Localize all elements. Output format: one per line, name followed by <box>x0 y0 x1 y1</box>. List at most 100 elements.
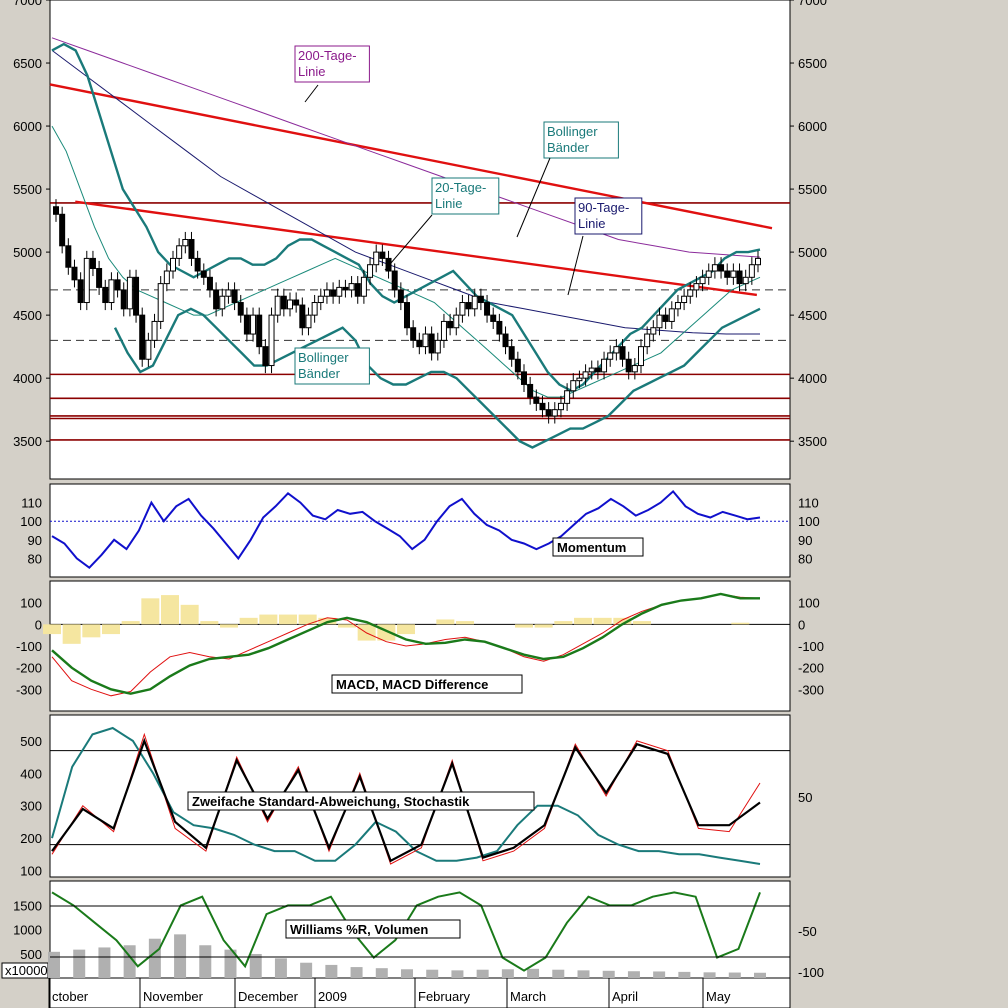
candle-body <box>163 270 170 285</box>
volume-tick-left: 500 <box>20 947 42 962</box>
volume-bar <box>325 964 338 978</box>
momentum-title-box <box>552 537 644 557</box>
candle-body <box>477 295 484 304</box>
volume-bar <box>401 969 413 978</box>
momentum-tick-left: 90 <box>28 533 42 548</box>
momentum-tick-right: 80 <box>798 551 812 566</box>
price-tick-right: 6000 <box>798 119 827 134</box>
annotation-box <box>294 347 370 385</box>
price-tick-left: 7000 <box>13 0 42 8</box>
candle-body <box>126 276 133 310</box>
candle-body <box>133 276 140 316</box>
candle-body <box>588 367 595 373</box>
candle-body <box>650 327 657 335</box>
candle-body <box>465 302 472 310</box>
macd-title-box <box>331 674 523 694</box>
volume-bar <box>249 953 262 978</box>
macd-difference-bar <box>515 624 533 628</box>
volume-bar <box>703 972 716 978</box>
annotation-line-1: Bollinger <box>298 350 349 365</box>
annotation-box <box>543 121 619 159</box>
candle-body <box>200 270 207 278</box>
candle-body <box>108 279 115 304</box>
candle-body <box>176 245 183 259</box>
candle-body <box>638 346 644 367</box>
annotation-line-2: Linie <box>578 216 605 231</box>
trend-line <box>75 200 758 297</box>
macd-difference-bar <box>554 621 573 625</box>
macd-difference-bar <box>574 617 592 625</box>
macd-difference-bar <box>161 595 179 625</box>
volume-bar <box>48 951 60 978</box>
momentum-tick-right: 110 <box>798 496 819 511</box>
candle-body <box>311 302 318 316</box>
volume-tick-left: 1500 <box>13 898 42 913</box>
candle-body <box>471 295 478 310</box>
month-label: February <box>418 989 471 1004</box>
candle-body <box>243 314 250 335</box>
candle-body <box>391 270 398 291</box>
candle-body <box>336 286 343 297</box>
volume-bar <box>123 945 136 978</box>
candle-body <box>83 257 90 304</box>
annotation-box <box>294 45 370 83</box>
candle-body <box>564 390 571 404</box>
price-tick-left: 5000 <box>13 245 42 260</box>
macd-difference-bar <box>220 624 238 628</box>
stochastic-tick-left: 200 <box>20 831 42 846</box>
candle-body <box>219 295 226 310</box>
candle-body <box>422 333 429 348</box>
candle-body <box>182 239 189 247</box>
price-tick-right: 5000 <box>798 245 827 260</box>
macd-tick-left: -300 <box>16 682 42 697</box>
candle-body <box>102 286 109 304</box>
williams-tick-right: -50 <box>798 924 817 939</box>
momentum-tick-left: 80 <box>28 551 42 566</box>
candle-body <box>151 320 158 341</box>
month-label: March <box>510 989 546 1004</box>
volume-bar <box>476 969 489 978</box>
candle-body <box>508 346 515 360</box>
annotation-pointer <box>304 84 319 103</box>
volume-bar <box>98 947 111 978</box>
candle-body <box>674 302 681 310</box>
candle-body <box>557 402 564 411</box>
macd-difference-bar <box>141 598 160 625</box>
annotation-line-2: Linie <box>435 196 462 211</box>
macd-difference-bar <box>436 619 455 625</box>
candle-body <box>527 383 534 398</box>
volume-scale-label: x10000 <box>5 963 48 978</box>
candle-body <box>644 333 651 348</box>
volume-bars <box>48 934 766 978</box>
volume-bar <box>552 969 565 978</box>
macd-difference-bar <box>102 624 120 635</box>
price-tick-left: 3500 <box>13 434 42 449</box>
candle-body <box>385 257 392 272</box>
candle-body <box>157 283 164 322</box>
macd-difference-bar <box>43 624 61 635</box>
momentum-tick-left: 100 <box>20 514 42 529</box>
candle-body <box>53 206 59 215</box>
candle-body <box>323 289 330 297</box>
candle-body <box>299 304 306 329</box>
candlesticks <box>53 199 761 424</box>
volume-bar <box>728 972 741 978</box>
price-tick-right: 5500 <box>798 182 827 197</box>
annotation-box <box>574 197 643 235</box>
candle-body <box>736 270 743 285</box>
volume-bar <box>627 971 640 978</box>
candle-body <box>724 270 731 278</box>
candle-body <box>440 320 447 341</box>
candle-body <box>484 302 491 316</box>
candle-body <box>459 302 466 316</box>
month-label: December <box>238 989 299 1004</box>
ma200-line <box>51 37 761 258</box>
candle-body <box>250 314 257 335</box>
volume-bar <box>350 967 363 978</box>
volume-bar <box>577 970 590 978</box>
trend-line <box>49 83 773 230</box>
month-label: November <box>143 989 204 1004</box>
candle-body <box>145 339 152 360</box>
candle-body <box>447 320 454 329</box>
volume-bar <box>274 958 287 978</box>
